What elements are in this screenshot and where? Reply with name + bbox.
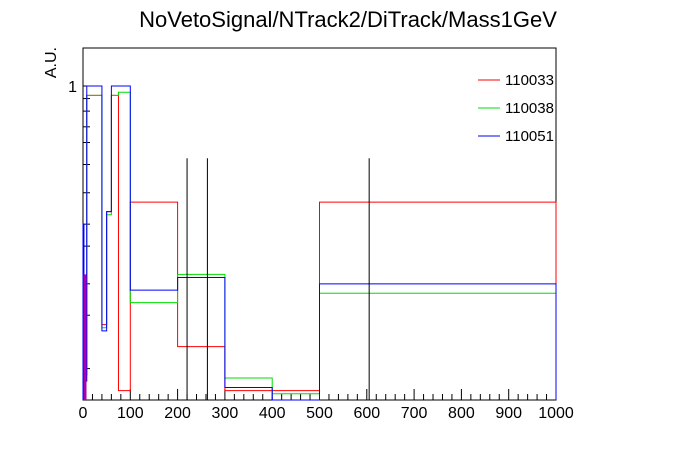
x-tick-label: 300 xyxy=(212,405,239,422)
plot-area: 0 100 200 300 400 500 600 700 800 900 1000 1 xyxy=(68,47,574,422)
legend-label-110038: 110038 xyxy=(505,100,554,117)
chart-title: NoVetoSignal/NTrack2/DiTrack/Mass1GeV xyxy=(139,7,557,32)
legend: 110033 110038 110051 xyxy=(478,72,554,145)
x-tick-label: 900 xyxy=(495,405,522,422)
x-tick-label: 500 xyxy=(306,405,333,422)
x-tick-label: 400 xyxy=(259,405,286,422)
y-tick-label: 1 xyxy=(68,79,77,96)
x-tick-label: 1000 xyxy=(538,405,574,422)
x-tick-label: 100 xyxy=(117,405,144,422)
legend-label-110033: 110033 xyxy=(505,72,554,89)
x-tick-label: 800 xyxy=(448,405,475,422)
x-tick-label: 600 xyxy=(353,405,380,422)
y-axis-title: A.U. xyxy=(43,47,60,78)
legend-label-110051: 110051 xyxy=(505,128,554,145)
x-tick-label: 700 xyxy=(401,405,428,422)
x-tick-label: 0 xyxy=(79,405,88,422)
x-tick-label: 200 xyxy=(164,405,191,422)
